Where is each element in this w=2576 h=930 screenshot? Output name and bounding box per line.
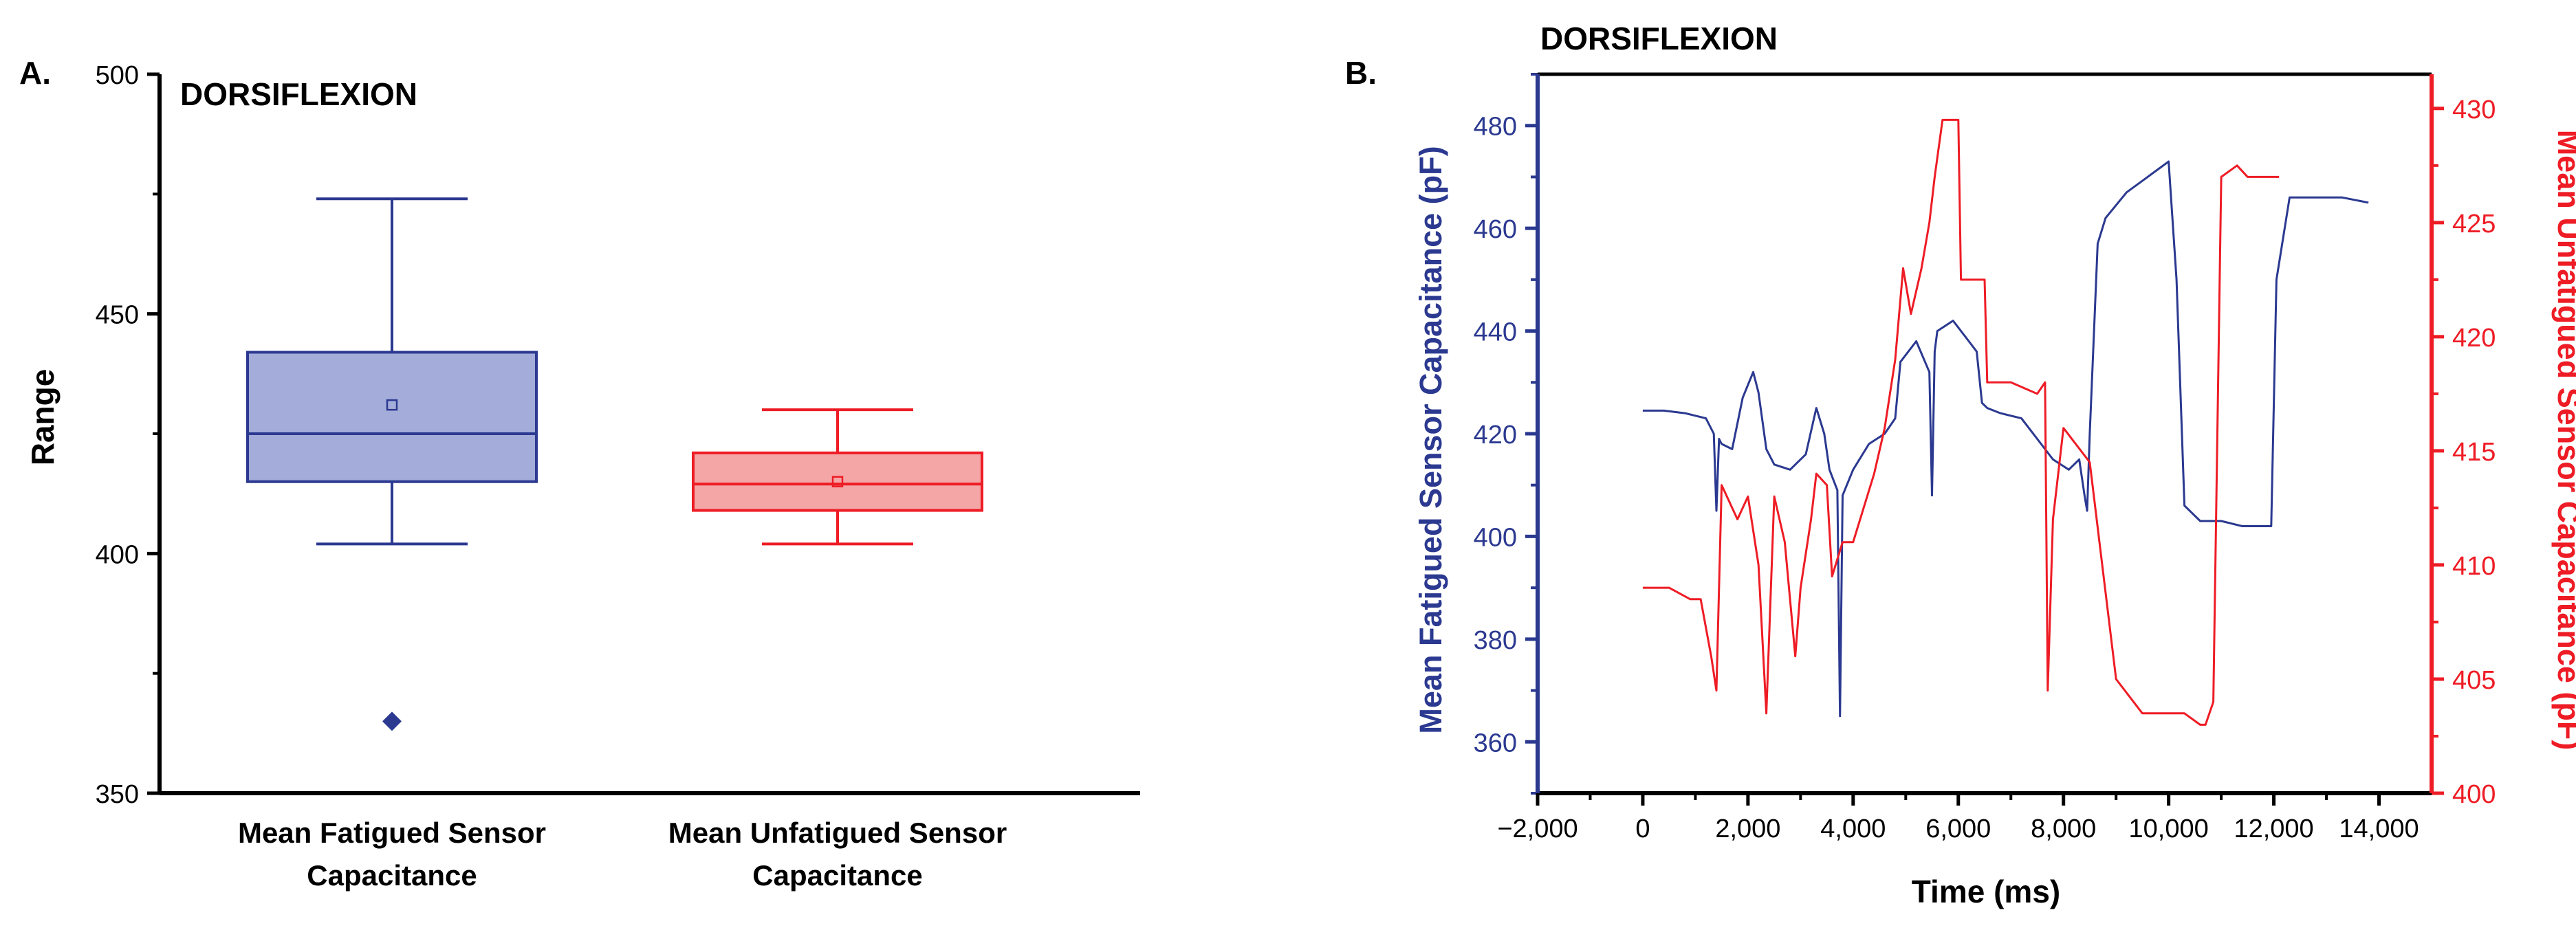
mean-marker (831, 476, 844, 487)
right-y-tick-label: 425 (2452, 210, 2496, 239)
panel-b-right-axis-label: Mean Unfatigued Sensor Capacitance (pF) (2551, 130, 2576, 751)
category-label-line: Capacitance (752, 859, 922, 892)
panel-b-axes: 360 380 400 420 440 460 480 400 405 410 415 420 425 4… (1474, 72, 2496, 843)
x-tick-label: 12,000 (2234, 815, 2313, 843)
panel-a-boxes (246, 197, 983, 731)
panel-a-y-tick-label: 400 (96, 540, 139, 569)
right-y-tick-label: 400 (2452, 780, 2496, 809)
interquartile-box (692, 451, 983, 512)
left-y-tick-label: 400 (1474, 523, 1517, 552)
interquartile-box (246, 351, 538, 483)
panel-a-y-tick-label: 450 (96, 301, 139, 330)
panel-a-axes: 350 400 450 500 (96, 61, 1140, 809)
left-y-tick-label: 480 (1474, 113, 1517, 142)
left-y-tick-label: 360 (1474, 729, 1517, 757)
panel-a-category-labels: Mean Fatigued Sensor Capacitance Mean Unfa… (238, 817, 1007, 892)
left-y-tick-label: 380 (1474, 626, 1517, 655)
panel-b-label: B. (1345, 55, 1377, 91)
x-tick-label: 14,000 (2339, 815, 2419, 843)
panel-a-y-axis-label: Range (25, 369, 61, 466)
panel-b-title: DORSIFLEXION (1540, 21, 1778, 56)
panel-b-x-axis-label: Time (ms) (1912, 874, 2060, 909)
box-unfatigued (692, 408, 983, 546)
box-fatigued (246, 197, 538, 731)
right-y-tick-label: 420 (2452, 324, 2496, 353)
category-label-line: Mean Unfatigued Sensor (668, 817, 1007, 849)
x-tick-label: 10,000 (2129, 815, 2209, 843)
x-tick-label: 2,000 (1715, 815, 1780, 843)
left-y-tick-label: 460 (1474, 215, 1517, 244)
right-y-tick-label: 405 (2452, 666, 2496, 695)
panel-b-series (1642, 118, 2369, 726)
left-y-tick-label: 420 (1474, 421, 1517, 450)
category-label-line: Capacitance (307, 859, 477, 892)
panel-a-y-tick-label: 500 (96, 61, 139, 90)
x-tick-label: 8,000 (2031, 815, 2096, 843)
panel-a-label: A. (19, 55, 51, 91)
right-y-tick-label: 415 (2452, 438, 2496, 467)
x-tick-label: 4,000 (1820, 815, 1886, 843)
left-y-tick-label: 440 (1474, 318, 1517, 347)
mean-marker (386, 399, 398, 411)
panel-a-title: DORSIFLEXION (180, 76, 417, 112)
right-y-tick-label: 410 (2452, 552, 2496, 581)
x-tick-label: 0 (1635, 815, 1650, 843)
series-line-unfatigued (1642, 118, 2280, 726)
category-label-line: Mean Fatigued Sensor (238, 817, 546, 849)
series-line-fatigued (1642, 160, 2369, 718)
panel-b-left-axis-label: Mean Fatigued Sensor Capacitance (pF) (1413, 146, 1448, 733)
panel-b-line-chart: B. DORSIFLEXION Mean Fatigued Sensor Cap… (1345, 21, 2576, 909)
outlier-point (382, 711, 402, 731)
panel-a-y-tick-label: 350 (96, 780, 139, 809)
x-tick-label: 6,000 (1925, 815, 1991, 843)
x-tick-label: −2,000 (1497, 815, 1578, 843)
right-y-tick-label: 430 (2452, 96, 2496, 124)
panel-a-box-plot: A. DORSIFLEXION Range 350 400 450 500 Mean … (19, 55, 1140, 892)
